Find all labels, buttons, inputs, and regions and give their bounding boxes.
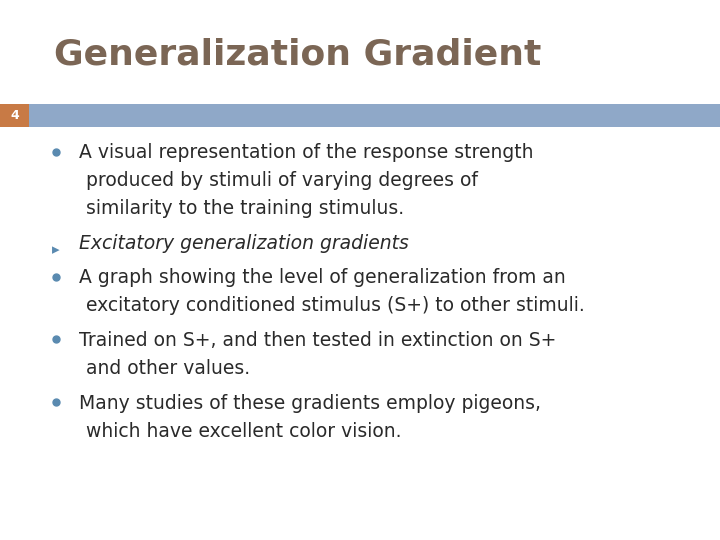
Text: Many studies of these gradients employ pigeons,: Many studies of these gradients employ p…: [79, 394, 541, 413]
Text: produced by stimuli of varying degrees of: produced by stimuli of varying degrees o…: [86, 171, 478, 190]
Bar: [0, 104, 29, 127]
Text: excitatory conditioned stimulus (S+) to other stimuli.: excitatory conditioned stimulus (S+) to …: [86, 296, 585, 315]
Text: ▸: ▸: [52, 242, 60, 256]
Text: A graph showing the level of generalization from an: A graph showing the level of generalizat…: [79, 268, 566, 287]
Text: Generalization Gradient: Generalization Gradient: [54, 38, 541, 72]
Text: Trained on S+, and then tested in extinction on S+: Trained on S+, and then tested in extinc…: [79, 331, 557, 350]
Bar: [0, 104, 720, 127]
Text: Excitatory generalization gradients: Excitatory generalization gradients: [79, 234, 409, 253]
Text: A visual representation of the response strength: A visual representation of the response …: [79, 143, 534, 162]
Text: which have excellent color vision.: which have excellent color vision.: [86, 422, 402, 441]
Text: 4: 4: [10, 109, 19, 122]
Text: and other values.: and other values.: [86, 359, 251, 378]
Text: similarity to the training stimulus.: similarity to the training stimulus.: [86, 199, 405, 218]
